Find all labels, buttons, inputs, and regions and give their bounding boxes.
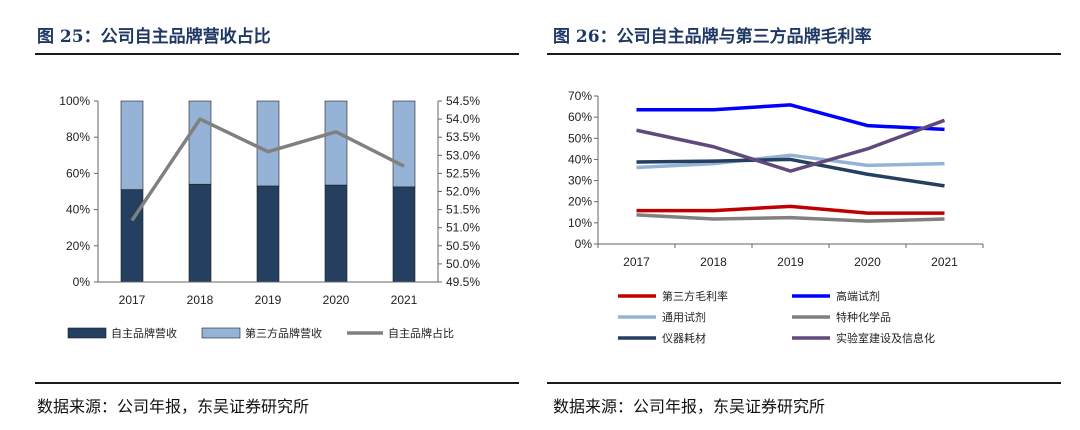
y-tick-label: 60% [568, 110, 592, 124]
figure-25-source: 数据来源：公司年报，东吴证券研究所 [37, 397, 310, 416]
y-tick-label: 10% [568, 216, 592, 230]
x-tick-label: 2021 [931, 255, 958, 269]
figure-26: 图 26：公司自主品牌与第三方品牌毛利率 0% 10% 20% 30% 40% 50% 60… [540, 0, 1080, 430]
right-tick-label: 51.5% [446, 203, 480, 217]
x-tick-label: 2018 [700, 255, 727, 269]
margin-line-5 [636, 157, 945, 188]
right-tick-label: 54.5% [446, 94, 480, 108]
x-tick-label: 2019 [777, 255, 804, 269]
x-tick-label: 2019 [255, 293, 282, 307]
right-tick-label: 52.0% [446, 185, 480, 199]
own-brand-revenue-bar [324, 184, 348, 283]
own-brand-revenue-bar [120, 189, 144, 283]
legend-swatch-own-revenue [67, 327, 107, 339]
legend-label-5: 仪器耗材 [662, 331, 706, 345]
figure-26-title: 图 26：公司自主品牌与第三方品牌毛利率 [553, 27, 872, 47]
x-tick-label: 2017 [119, 293, 146, 307]
figure-26-source: 数据来源：公司年报，东吴证券研究所 [553, 397, 826, 416]
figure-25-bottom-rule [35, 382, 519, 384]
y-tick-label: 40% [568, 152, 592, 166]
legend-label-own-revenue: 自主品牌营收 [111, 326, 177, 340]
third-party-revenue-bar [188, 100, 212, 185]
own-brand-share-line [130, 117, 405, 222]
x-tick-label: 2021 [391, 293, 418, 307]
legend-label-3: 通用试剂 [662, 310, 706, 324]
right-tick-label: 53.0% [446, 148, 480, 162]
left-tick-label: 20% [66, 239, 90, 253]
right-tick-label: 52.5% [446, 166, 480, 180]
figure-25: 图 25：公司自主品牌营收占比 0% 20% 40% 60% 80% 100% 49.5% 5… [35, 27, 519, 416]
right-tick-label: 51.0% [446, 221, 480, 235]
x-tick-label: 2018 [187, 293, 214, 307]
own-brand-revenue-bar [256, 185, 280, 283]
left-tick-label: 40% [66, 203, 90, 217]
legend-label-4: 特种化学品 [836, 310, 891, 324]
y-tick-label: 0% [575, 237, 593, 251]
left-tick-label: 80% [66, 130, 90, 144]
margin-line-3 [636, 153, 945, 170]
margin-line-4 [636, 213, 945, 223]
figure-25-top-rule [35, 53, 519, 55]
figure-26-top-rule [547, 53, 1061, 55]
third-party-revenue-bar [392, 100, 416, 188]
legend-label-1: 第三方毛利率 [662, 289, 728, 303]
right-tick-label: 54.0% [446, 112, 480, 126]
figure-26-bottom-rule [547, 382, 1061, 384]
margin-line-1 [636, 204, 945, 215]
x-tick-label: 2020 [323, 293, 350, 307]
right-tick-label: 50.0% [446, 257, 480, 271]
x-tick-label: 2020 [854, 255, 881, 269]
figure-25-title: 图 25：公司自主品牌营收占比 [37, 27, 271, 47]
right-tick-label: 53.5% [446, 130, 480, 144]
y-tick-label: 20% [568, 195, 592, 209]
right-tick-label: 50.5% [446, 239, 480, 253]
own-brand-revenue-bar [188, 183, 212, 283]
gross-margin-chart: 0% 10% 20% 30% 40% 50% 60% 70% 2017 2018 2019 2020 2… [568, 89, 984, 345]
right-tick-label: 49.5% [446, 275, 480, 289]
left-tick-label: 100% [59, 94, 90, 108]
legend-label-6: 实验室建设及信息化 [836, 331, 935, 345]
x-tick-label: 2017 [623, 255, 650, 269]
third-party-revenue-bar [256, 100, 280, 187]
left-tick-label: 0% [73, 275, 91, 289]
legend-swatch-third-revenue [201, 327, 241, 339]
third-party-revenue-bar [324, 100, 348, 186]
y-tick-label: 30% [568, 174, 592, 188]
legend-label-third-revenue: 第三方品牌营收 [245, 326, 322, 340]
margin-line-2 [636, 103, 945, 132]
revenue-share-chart: 0% 20% 40% 60% 80% 100% 49.5% 50.0% 50.5% 51.0% 51… [59, 94, 480, 340]
third-party-revenue-bar [120, 100, 144, 190]
legend-label-own-share: 自主品牌占比 [388, 326, 454, 340]
left-tick-label: 60% [66, 166, 90, 180]
own-brand-revenue-bar [392, 186, 416, 283]
margin-line-6 [636, 118, 946, 173]
y-tick-label: 70% [568, 89, 592, 103]
y-tick-label: 50% [568, 131, 592, 145]
legend-label-2: 高端试剂 [836, 289, 880, 303]
